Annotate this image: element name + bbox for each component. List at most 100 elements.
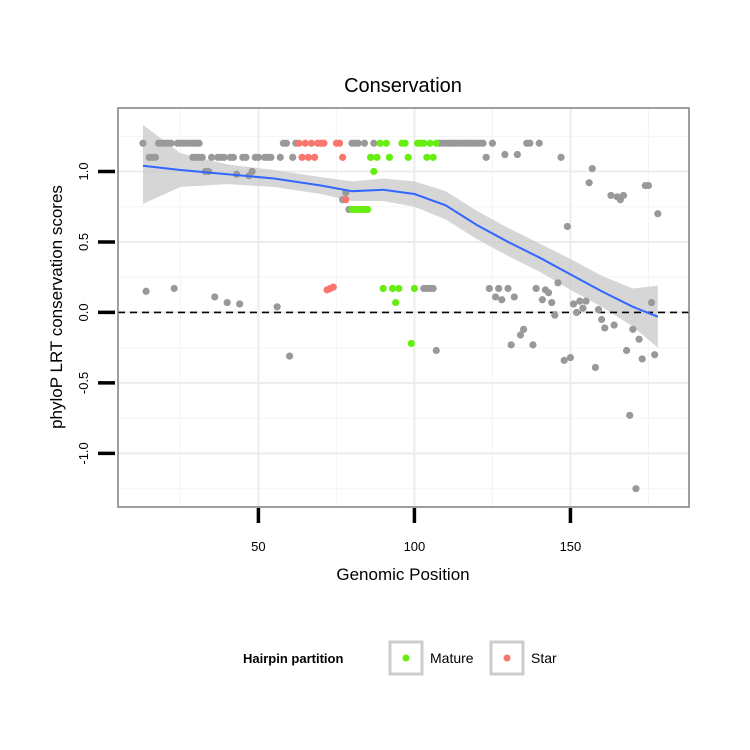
point-mature — [404, 153, 412, 161]
y-tick-label: 1.0 — [76, 162, 91, 180]
point-other — [644, 181, 653, 190]
x-tick-label: 100 — [404, 539, 426, 554]
point-other — [560, 356, 568, 364]
point-other — [557, 153, 565, 161]
point-mature — [410, 284, 419, 293]
point-other — [167, 139, 175, 147]
point-other — [195, 139, 203, 147]
grid — [118, 108, 689, 507]
point-other — [170, 284, 178, 293]
y-tick-label: -1.0 — [76, 442, 91, 464]
point-other — [360, 139, 369, 147]
point-other — [495, 284, 503, 293]
point-other — [491, 293, 500, 301]
point-mature — [379, 284, 387, 293]
point-other — [485, 284, 493, 293]
point-mature — [367, 153, 375, 161]
x-tick-label: 50 — [251, 539, 265, 554]
point-other — [548, 298, 556, 307]
point-mature — [373, 153, 381, 161]
legend-title: Hairpin partition — [243, 651, 343, 666]
point-other — [273, 303, 281, 311]
point-other — [142, 287, 150, 295]
point-other — [576, 297, 584, 305]
point-other — [501, 150, 509, 159]
point-other — [635, 335, 643, 343]
point-other — [544, 289, 553, 297]
point-mature — [376, 139, 384, 147]
point-other — [289, 153, 297, 161]
point-mature — [429, 153, 437, 161]
confidence-ribbon — [142, 124, 658, 348]
point-other — [429, 284, 437, 293]
point-star — [295, 139, 303, 147]
point-other — [248, 167, 256, 176]
point-other — [610, 321, 618, 329]
point-other — [585, 179, 593, 187]
point-star — [339, 153, 347, 161]
legend-symbol-mature — [402, 654, 410, 662]
point-other — [591, 363, 599, 372]
point-mature — [385, 153, 394, 161]
x-axis-title: Genomic Position — [336, 565, 469, 584]
point-other — [286, 352, 294, 360]
point-star — [298, 153, 306, 161]
point-other — [607, 191, 615, 200]
point-other — [513, 150, 521, 159]
point-star — [320, 139, 328, 147]
point-other — [432, 346, 440, 355]
point-other — [563, 222, 571, 231]
legend-label-mature: Mature — [430, 650, 474, 666]
point-other — [538, 296, 546, 304]
point-other — [510, 293, 518, 301]
point-other — [532, 284, 540, 293]
point-other — [242, 153, 250, 161]
point-other — [529, 341, 537, 349]
smooth-trend-line — [142, 164, 659, 318]
point-other — [267, 153, 275, 161]
point-other — [647, 298, 656, 307]
point-other — [482, 153, 490, 161]
point-other — [254, 153, 263, 161]
point-other — [626, 411, 634, 419]
point-other — [654, 210, 662, 218]
point-star — [329, 283, 337, 291]
point-mature — [395, 284, 403, 293]
point-other — [220, 153, 228, 161]
point-mature — [382, 139, 390, 147]
y-axis-title: phyloP LRT conservation scores — [47, 185, 66, 429]
panel-border — [117, 107, 690, 508]
point-other — [488, 139, 497, 147]
x-axis: 50 100 150 — [251, 508, 581, 554]
point-other — [198, 153, 206, 161]
point-mature — [407, 339, 415, 348]
point-other — [638, 355, 646, 363]
point-other — [632, 485, 640, 493]
point-mature — [388, 284, 397, 293]
point-other — [282, 139, 291, 147]
point-other — [619, 191, 628, 200]
data-points — [139, 139, 662, 493]
point-other — [594, 306, 603, 314]
point-mature — [370, 167, 378, 176]
y-tick-label: 0.0 — [76, 303, 91, 321]
legend: Hairpin partition Mature Star — [243, 640, 557, 676]
point-other — [651, 351, 659, 359]
point-other — [498, 296, 506, 304]
point-star — [342, 196, 350, 204]
point-other — [520, 325, 528, 333]
point-other — [569, 300, 578, 308]
point-star — [335, 139, 344, 147]
point-other — [526, 139, 534, 147]
point-mature — [423, 153, 431, 161]
point-star — [304, 153, 312, 161]
point-other — [516, 331, 525, 339]
point-other — [504, 284, 512, 293]
y-axis: -1.0 -0.5 0.0 0.5 1.0 — [76, 162, 115, 465]
plot-panel — [117, 107, 690, 508]
chart-title: Conservation — [344, 75, 462, 97]
point-other — [236, 300, 244, 308]
point-star — [301, 139, 309, 147]
point-other — [554, 279, 562, 287]
point-other — [588, 165, 596, 173]
